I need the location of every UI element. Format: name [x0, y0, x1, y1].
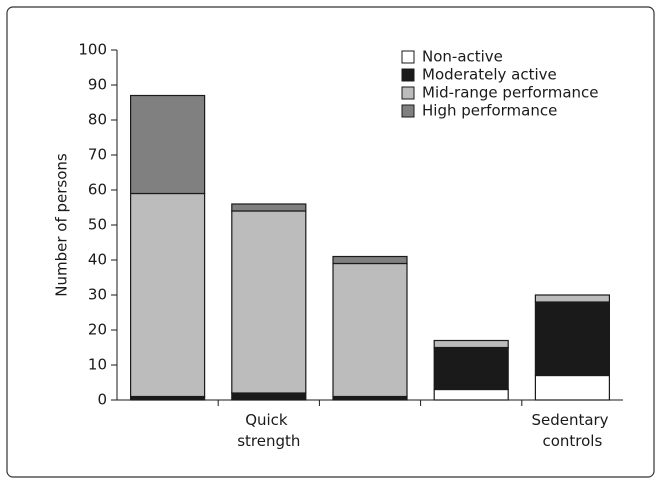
legend-label: Moderately active [422, 66, 557, 84]
legend-swatch [401, 104, 415, 118]
bar-segment [332, 262, 408, 398]
legend-label: Non-active [422, 48, 503, 66]
bar-segment [231, 203, 307, 212]
bar-segment [433, 346, 509, 391]
y-tick-label: 10 [88, 356, 107, 374]
bar-segment [130, 192, 206, 398]
bar-segment [534, 374, 611, 401]
legend-label: High performance [422, 102, 557, 120]
y-tick-label: 40 [88, 251, 107, 269]
bar-segment [433, 339, 509, 349]
x-tick-label: Sedentary controls [531, 411, 613, 450]
bar-segment [231, 392, 307, 401]
bar-segment [433, 388, 509, 401]
y-tick-label: 80 [88, 111, 107, 129]
y-axis-label: Number of persons [53, 153, 71, 297]
frame [6, 6, 655, 478]
x-tick-label-line: Quick [245, 411, 292, 429]
bar-segment [534, 294, 611, 303]
y-tick-label: 60 [88, 181, 107, 199]
y-tick-label: 20 [88, 321, 107, 339]
legend-swatch [401, 68, 415, 82]
y-tick-label: 30 [88, 286, 107, 304]
y-tick-label: 0 [97, 391, 107, 409]
bar-segment [130, 94, 206, 195]
y-tick-label: 70 [88, 146, 107, 164]
x-tick-label: Quick strength [237, 411, 300, 450]
y-tick-label: 90 [88, 76, 107, 94]
x-tick-label-line: Sedentary [531, 411, 613, 429]
legend-swatch [401, 50, 415, 64]
x-tick-label-line: controls [542, 432, 602, 450]
bar-segment [534, 301, 611, 377]
x-tick-label-line: strength [237, 432, 300, 450]
y-tick-label: 50 [88, 216, 107, 234]
bar-segment [231, 210, 307, 394]
bar-segment [332, 255, 408, 265]
legend-swatch [401, 86, 415, 100]
legend-label: Mid-range performance [422, 84, 599, 102]
y-tick-label: 100 [78, 41, 107, 59]
